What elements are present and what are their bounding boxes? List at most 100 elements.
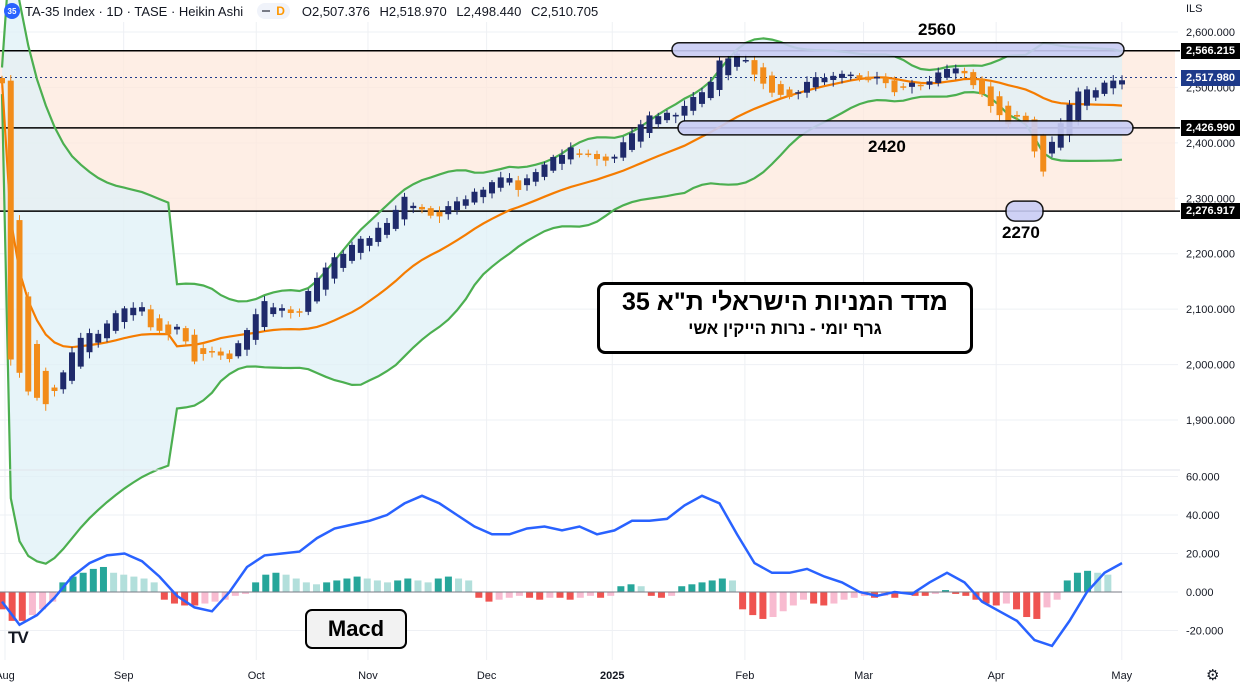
candle-body	[401, 196, 408, 220]
macd-histogram-bar	[921, 592, 929, 596]
price-tag-current: 2,517.980	[1181, 70, 1240, 86]
macd-histogram-bar	[0, 592, 6, 610]
candle-body	[1084, 89, 1090, 106]
macd-histogram-bar	[140, 578, 148, 592]
candle-body	[252, 314, 259, 340]
macd-histogram-bar	[455, 578, 463, 592]
settings-gear-icon[interactable]: ⚙	[1206, 667, 1220, 684]
candle-body	[970, 72, 977, 86]
price-tag-bottom: 2,276.917	[1181, 203, 1240, 219]
candle-body	[672, 114, 679, 117]
macd-histogram-bar	[688, 584, 696, 592]
candle-body	[839, 73, 845, 78]
candle-body	[917, 84, 924, 87]
candle-body	[567, 147, 574, 160]
candle-body	[86, 333, 93, 353]
candle-body	[34, 343, 40, 398]
macd-histogram-bar	[668, 592, 676, 596]
candle-body	[786, 89, 793, 98]
macd-histogram-bar	[992, 592, 1000, 606]
macd-histogram-bar	[536, 592, 544, 600]
low-zone-box	[1005, 200, 1044, 222]
macd-histogram-bar	[1063, 580, 1071, 592]
symbol-badge[interactable]: 35	[4, 3, 20, 19]
candle-body	[891, 80, 898, 93]
candle-body	[384, 222, 390, 235]
macd-histogram-bar	[566, 592, 574, 600]
macd-histogram-bar	[799, 592, 807, 600]
time-axis-tick: Dec	[477, 670, 497, 682]
candle-body	[559, 154, 565, 164]
candle-body	[585, 153, 592, 156]
candle-body	[471, 191, 478, 203]
candle-body	[961, 70, 968, 74]
price-tag-top: 2,566.215	[1181, 43, 1240, 59]
candle-body	[340, 253, 347, 268]
candle-body	[987, 86, 994, 107]
macd-histogram-bar	[931, 592, 939, 594]
time-axis-tick: Feb	[735, 670, 754, 682]
macd-histogram-bar	[1002, 592, 1010, 604]
candle-body	[366, 238, 373, 246]
macd-histogram-bar	[1104, 574, 1112, 592]
candle-body	[690, 97, 697, 111]
candle-body	[681, 105, 688, 116]
macd-histogram-bar	[28, 592, 36, 616]
candle-body	[244, 330, 250, 350]
price-axis-tick: 2,200.000	[1186, 249, 1235, 261]
open-value: O2,507.376	[301, 3, 370, 19]
macd-histogram-bar	[647, 592, 655, 596]
macd-histogram-bar	[292, 578, 300, 592]
macd-histogram-bar	[962, 592, 970, 596]
macd-histogram-bar	[657, 592, 665, 598]
candle-body	[480, 189, 487, 198]
candle-body	[944, 69, 950, 78]
macd-histogram-bar	[475, 592, 483, 598]
macd-histogram-bar	[728, 580, 736, 592]
tradingview-logo[interactable]: TV	[8, 628, 29, 647]
macd-histogram-bar	[89, 568, 97, 592]
time-axis-tick: Mar	[854, 670, 873, 682]
candle-body	[856, 75, 863, 79]
delay-badge: D	[276, 4, 285, 18]
candle-body	[576, 153, 583, 155]
candle-body	[707, 81, 714, 99]
candle-body	[296, 311, 303, 313]
candle-body	[830, 75, 837, 81]
candle-body	[1022, 115, 1029, 123]
macd-histogram-bar	[120, 574, 128, 592]
macd-histogram-bar	[952, 592, 960, 594]
candle-body	[594, 153, 600, 160]
macd-histogram-bar	[394, 580, 402, 592]
currency-label[interactable]: ILS	[1186, 3, 1203, 15]
macd-histogram-bar	[424, 582, 432, 592]
macd-histogram-bar	[252, 582, 260, 592]
candle-body	[515, 180, 522, 190]
candle-body	[410, 205, 417, 209]
price-axis-tick: 2,100.000	[1186, 304, 1235, 316]
level-label-top: 2560	[918, 20, 956, 39]
symbol-title[interactable]: TA-35 Index · 1D · TASE · Heikin Ashi	[25, 3, 244, 19]
candle-body	[602, 156, 609, 161]
candle-body	[751, 60, 758, 75]
series-visibility-pill[interactable]: D	[257, 3, 290, 19]
macd-histogram-bar	[850, 592, 858, 598]
macd-histogram-bar	[1023, 592, 1031, 618]
candle-body	[532, 172, 539, 182]
candle-body	[1040, 135, 1047, 172]
macd-histogram-bar	[759, 592, 767, 619]
candle-body	[69, 352, 75, 381]
macd-histogram-bar	[444, 576, 452, 592]
macd-histogram-bar	[313, 584, 321, 592]
macd-histogram-bar	[8, 592, 16, 621]
candle-body	[699, 92, 705, 104]
candle-body	[445, 206, 452, 215]
macd-histogram-bar	[637, 586, 645, 592]
candle-body	[77, 337, 84, 367]
candle-body	[419, 206, 425, 210]
macd-histogram-bar	[820, 592, 828, 606]
macd-histogram-bar	[323, 582, 331, 592]
price-axis-tick: 1,900.000	[1186, 415, 1235, 427]
candle-body	[1101, 82, 1108, 94]
